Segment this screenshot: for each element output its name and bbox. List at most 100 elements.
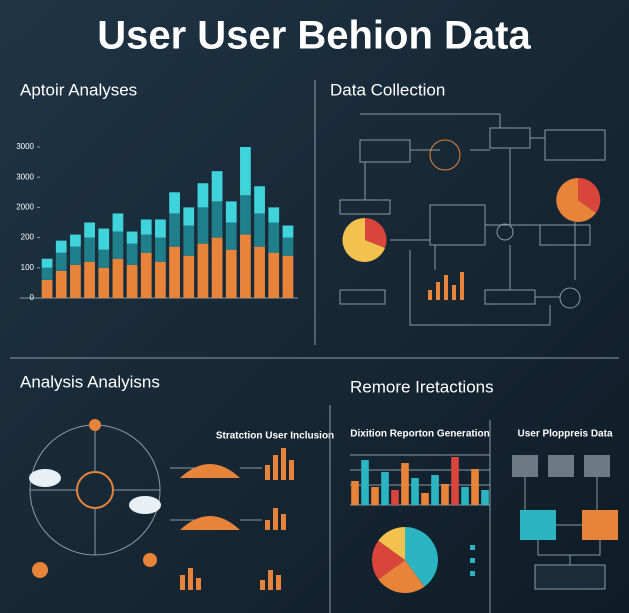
bar xyxy=(401,463,409,505)
decoration xyxy=(265,520,270,530)
decoration xyxy=(89,419,101,431)
decoration xyxy=(180,516,240,530)
bar-segment xyxy=(55,252,67,271)
bar xyxy=(451,457,459,505)
bar-segment xyxy=(98,267,110,298)
decoration xyxy=(289,460,294,480)
decoration xyxy=(260,580,265,590)
bar-segment xyxy=(169,192,180,214)
decoration xyxy=(30,425,262,555)
panel-subtitle: User Ploppreis Data xyxy=(517,429,612,440)
decoration xyxy=(559,287,581,309)
y-tick-label: 3000 xyxy=(16,172,34,181)
pie-slice xyxy=(405,527,439,587)
decoration xyxy=(276,575,281,590)
bar-segment xyxy=(84,222,95,238)
bar-segment xyxy=(112,258,124,298)
decoration xyxy=(578,177,601,213)
decoration xyxy=(539,224,591,246)
bar-segment xyxy=(197,183,209,208)
bar xyxy=(421,493,429,505)
bar-segment xyxy=(126,231,138,244)
decoration xyxy=(143,553,157,567)
bar-segment xyxy=(41,258,53,268)
bar-segment xyxy=(225,201,237,223)
bar-segment xyxy=(41,279,53,298)
decoration xyxy=(534,564,606,590)
decoration xyxy=(444,275,448,300)
decoration xyxy=(429,139,461,171)
bar-segment xyxy=(112,231,124,259)
bar-segment xyxy=(254,213,265,247)
bar-segment xyxy=(225,249,237,298)
bar-segment xyxy=(197,243,209,298)
bar-segment xyxy=(169,213,180,247)
bar-segment xyxy=(268,252,280,298)
panel-title: Aptoir Analyses xyxy=(20,80,137,99)
decoration xyxy=(281,514,286,530)
decoration xyxy=(281,448,286,480)
bar-segment xyxy=(282,237,294,256)
bar-segment xyxy=(183,207,195,226)
pie-slice xyxy=(372,540,405,580)
decoration xyxy=(470,545,475,576)
bar-segment xyxy=(254,246,265,298)
decoration xyxy=(273,455,278,480)
decoration xyxy=(584,455,610,477)
bar-segment xyxy=(126,264,138,298)
bar-segment xyxy=(240,195,251,235)
decoration xyxy=(180,575,185,590)
y-tick-label: 0 xyxy=(30,293,35,302)
bar-segment xyxy=(240,147,251,196)
decoration xyxy=(428,272,464,300)
y-tick-label: 3000 xyxy=(16,142,34,151)
bar-segment xyxy=(98,228,110,250)
bar-segment xyxy=(268,222,280,253)
pie-slice xyxy=(378,560,425,593)
bar-segment xyxy=(155,219,166,238)
bar-segment xyxy=(225,222,237,250)
bar-segment xyxy=(197,207,209,244)
panel-subtitle: Stratction User Inclusion xyxy=(216,431,334,442)
bar xyxy=(351,481,359,505)
pie-slice xyxy=(378,527,405,560)
bar xyxy=(471,469,479,505)
decoration xyxy=(339,289,386,305)
y-tick-label: 2000 xyxy=(16,203,34,212)
bar xyxy=(381,472,389,505)
bar-segment xyxy=(240,234,251,298)
bar-segment xyxy=(282,255,294,298)
decoration xyxy=(556,178,596,222)
bar-segment xyxy=(211,237,223,298)
decoration xyxy=(512,455,538,477)
bar-segment xyxy=(254,186,265,214)
y-tick-label: 100 xyxy=(21,263,35,272)
bar-segment xyxy=(70,234,81,247)
bar-segment xyxy=(70,264,81,298)
decoration xyxy=(548,455,574,477)
decoration xyxy=(32,419,294,590)
decoration xyxy=(470,558,475,563)
decoration xyxy=(544,129,606,161)
bar xyxy=(411,478,419,505)
panel-title: Analysis Analyisns xyxy=(20,372,160,391)
bar-segment xyxy=(183,255,195,298)
bar-segment xyxy=(140,234,152,253)
bar-segment xyxy=(126,243,138,265)
decoration xyxy=(196,578,201,590)
decoration xyxy=(496,223,514,241)
decoration xyxy=(470,571,475,576)
decoration xyxy=(273,508,278,530)
panel-title: Data Collection xyxy=(330,80,445,99)
panel-title: Remore Iretactions xyxy=(350,377,494,396)
bar xyxy=(481,490,489,505)
decoration xyxy=(428,290,432,300)
decoration xyxy=(512,455,610,477)
decoration xyxy=(470,545,475,550)
chart-title: Dixition Reporton Generation xyxy=(350,429,489,440)
decoration xyxy=(265,465,270,480)
decoration xyxy=(460,272,464,300)
bar-segment xyxy=(140,219,152,235)
bar xyxy=(441,484,449,505)
bar-segment xyxy=(84,237,95,262)
